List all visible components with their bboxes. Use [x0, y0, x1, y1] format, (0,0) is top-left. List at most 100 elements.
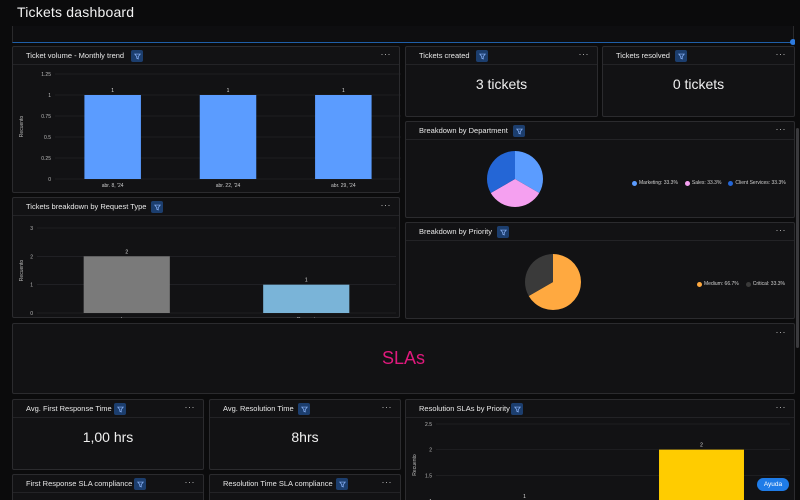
card-monthly-trend: Ticket volume - Monthly trend ··· Recuen… [12, 46, 401, 193]
more-horizontal-icon[interactable]: ··· [381, 402, 392, 412]
filter-icon[interactable] [476, 50, 488, 62]
more-horizontal-icon[interactable]: ··· [380, 49, 391, 59]
card-tickets-resolved: Tickets resolved ··· 0 tickets [602, 46, 795, 117]
chart-department-pie [487, 151, 543, 207]
y-tick-label: 1.5 [425, 473, 432, 479]
legend-item: Marketing: 33.3% [632, 180, 678, 186]
help-button[interactable]: Ayuda [757, 478, 789, 491]
bar [315, 95, 372, 179]
chart-request-type: Recuento 0 1 2 3 2 Issue 1 Request [19, 226, 396, 318]
more-horizontal-icon[interactable]: ··· [775, 49, 786, 59]
bar-value-label: 1 [342, 88, 345, 94]
card-request-type: Tickets breakdown by Request Type ··· Re… [12, 197, 400, 318]
card-title: Avg. First Response Time [26, 404, 112, 413]
card-title: Tickets resolved [616, 51, 670, 60]
legend-dot [728, 180, 734, 186]
y-axis-label: Recuento [19, 116, 25, 138]
more-horizontal-icon[interactable]: ··· [184, 477, 195, 487]
card-title: Resolution Time SLA compliance [223, 479, 333, 488]
chart-resolution-slas: Recuento 1 1.5 2 2.5 1 2 [412, 422, 790, 500]
filter-icon[interactable] [151, 201, 163, 213]
bar [199, 95, 257, 179]
y-tick-label: 2.5 [425, 422, 432, 428]
filter-icon[interactable] [298, 403, 310, 415]
filter-icon[interactable] [675, 50, 687, 62]
x-tick-label: Issue [121, 317, 133, 318]
x-tick-label: abr. 22, '24 [216, 183, 241, 189]
bar-value-label: 1 [523, 494, 526, 500]
bar-value-label: 2 [700, 443, 703, 449]
card-resolution-slas: Resolution SLAs by Priority ··· Recuento… [405, 399, 795, 500]
x-tick-label: Request [297, 317, 316, 318]
card-resolution-time-compliance: Resolution Time SLA compliance ··· [209, 474, 401, 500]
more-horizontal-icon[interactable]: ··· [578, 49, 589, 59]
filter-icon[interactable] [497, 226, 509, 238]
y-tick-label: 1 [48, 93, 51, 99]
y-tick-label: 0.75 [41, 114, 51, 120]
card-title: Tickets created [419, 51, 470, 60]
more-horizontal-icon[interactable]: ··· [775, 402, 786, 412]
filter-icon[interactable] [134, 478, 146, 490]
legend-label: Client Services: 33.3% [735, 180, 786, 186]
legend-dot [745, 281, 751, 287]
legend-dot [684, 180, 690, 186]
y-axis-label: Recuento [19, 260, 25, 282]
resize-handle[interactable] [790, 39, 796, 45]
legend-dot [632, 180, 637, 186]
card-title: Breakdown by Department [419, 126, 508, 135]
chart-monthly-trend: Recuento 0 0.25 0.5 0.75 1 1.25 1 abr. 8, '24 1 ab… [19, 72, 401, 189]
filter-icon[interactable] [114, 403, 126, 415]
card-breakdown-priority: Breakdown by Priority ··· Medium: 66.7% … [405, 222, 795, 319]
pie-slice [490, 179, 540, 207]
filter-icon[interactable] [513, 125, 525, 137]
card-breakdown-department: Breakdown by Department ··· Marketing: 3… [405, 121, 795, 218]
card-title: Resolution SLAs by Priority [419, 404, 510, 413]
y-tick-label: 1.25 [41, 72, 51, 78]
more-horizontal-icon[interactable]: ··· [775, 327, 786, 337]
avg-first-response-value: 1,00 hrs [82, 429, 134, 445]
more-horizontal-icon[interactable]: ··· [380, 200, 391, 210]
filter-bar[interactable] [12, 26, 796, 45]
y-tick-label: 1 [30, 283, 33, 289]
bar [83, 256, 170, 313]
card-slas-banner: ··· SLAs [12, 323, 795, 394]
x-tick-label: abr. 8, '24 [102, 183, 124, 189]
card-avg-resolution-time: Avg. Resolution Time ··· 8hrs [209, 399, 401, 470]
chart-priority-pie [525, 254, 581, 310]
filter-icon[interactable] [336, 478, 348, 490]
more-horizontal-icon[interactable]: ··· [184, 402, 195, 412]
bar-value-label: 1 [227, 88, 230, 94]
legend-label: Sales: 33.3% [691, 180, 722, 186]
avg-resolution-time-value: 8hrs [291, 429, 319, 445]
card-title: Breakdown by Priority [419, 227, 492, 236]
scrollbar-thumb[interactable] [796, 128, 799, 348]
slas-heading: SLAs [381, 348, 426, 368]
pie-slice [515, 151, 543, 193]
card-title: First Response SLA compliance [26, 479, 133, 488]
y-axis-label: Recuento [412, 454, 418, 476]
department-legend: Marketing: 33.3% Sales: 33.3% Client Ser… [632, 180, 786, 186]
legend-label: Medium: 66.7% [704, 281, 739, 287]
filter-icon[interactable] [511, 403, 523, 415]
legend-item: Medium: 66.7% [697, 281, 739, 287]
card-tickets-created: Tickets created ··· 3 tickets [405, 46, 598, 117]
y-tick-label: 1 [429, 499, 432, 500]
card-avg-first-response: Avg. First Response Time ··· 1,00 hrs [12, 399, 204, 470]
card-title: Avg. Resolution Time [223, 404, 294, 413]
more-horizontal-icon[interactable]: ··· [381, 477, 392, 487]
bar [263, 284, 350, 313]
more-horizontal-icon[interactable]: ··· [775, 225, 786, 235]
y-tick-label: 0 [48, 177, 51, 183]
y-tick-label: 0 [30, 311, 33, 317]
pie-slice [528, 254, 581, 310]
bar [659, 449, 744, 500]
more-horizontal-icon[interactable]: ··· [775, 124, 786, 134]
bar-value-label: 2 [125, 249, 128, 255]
bar-value-label: 1 [111, 88, 114, 94]
pie-slice [487, 151, 515, 193]
y-tick-label: 2 [429, 448, 432, 454]
y-tick-label: 0.25 [41, 156, 51, 162]
y-tick-label: 3 [30, 226, 33, 232]
bar [84, 95, 141, 179]
filter-icon[interactable] [131, 50, 143, 62]
